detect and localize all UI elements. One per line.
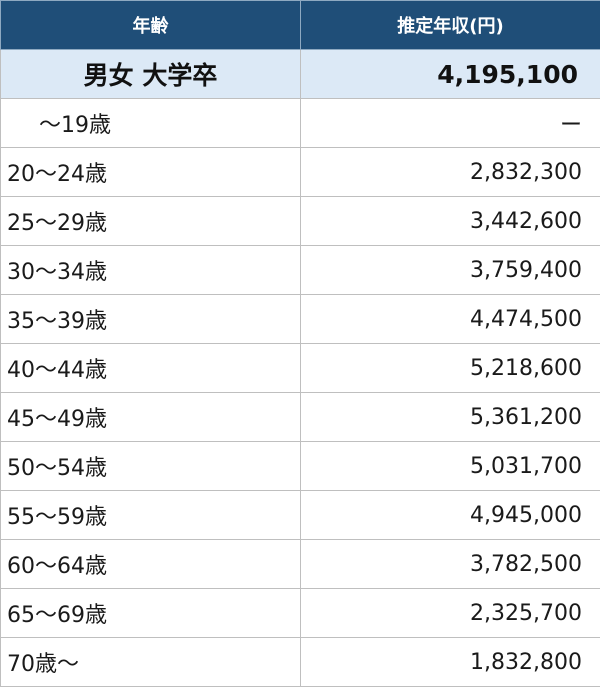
- age-cell: 25～29歳: [1, 197, 301, 246]
- table-row: 65～69歳 2,325,700: [1, 589, 600, 638]
- table-row: 25～29歳 3,442,600: [1, 197, 600, 246]
- summary-label: 男女 大学卒: [1, 50, 301, 99]
- table-row: 50～54歳 5,031,700: [1, 442, 600, 491]
- table-row: 45～49歳 5,361,200: [1, 393, 600, 442]
- age-cell: 20～24歳: [1, 148, 301, 197]
- table-row: 35～39歳 4,474,500: [1, 295, 600, 344]
- summary-row: 男女 大学卒 4,195,100: [1, 50, 600, 99]
- age-cell: ～19歳: [1, 99, 301, 148]
- table-row: 30～34歳 3,759,400: [1, 246, 600, 295]
- summary-value: 4,195,100: [301, 50, 600, 99]
- income-cell: 4,474,500: [301, 295, 600, 344]
- age-cell: 60～64歳: [1, 540, 301, 589]
- income-cell: 4,945,000: [301, 491, 600, 540]
- table-row: 55～59歳 4,945,000: [1, 491, 600, 540]
- income-cell: 3,759,400: [301, 246, 600, 295]
- age-cell: 30～34歳: [1, 246, 301, 295]
- income-cell: ー: [301, 99, 600, 148]
- age-cell: 70歳～: [1, 638, 301, 687]
- income-cell: 2,325,700: [301, 589, 600, 638]
- income-cell: 3,442,600: [301, 197, 600, 246]
- age-cell: 35～39歳: [1, 295, 301, 344]
- age-column-header: 年齢: [1, 1, 301, 50]
- income-column-header: 推定年収(円): [301, 1, 600, 50]
- header-row: 年齢 推定年収(円): [1, 1, 600, 50]
- income-cell: 1,832,800: [301, 638, 600, 687]
- income-cell: 3,782,500: [301, 540, 600, 589]
- income-cell: 5,361,200: [301, 393, 600, 442]
- table-row: 70歳～ 1,832,800: [1, 638, 600, 687]
- table-row: 40～44歳 5,218,600: [1, 344, 600, 393]
- table-row: 20～24歳 2,832,300: [1, 148, 600, 197]
- income-cell: 5,218,600: [301, 344, 600, 393]
- age-cell: 50～54歳: [1, 442, 301, 491]
- age-cell: 40～44歳: [1, 344, 301, 393]
- age-cell: 45～49歳: [1, 393, 301, 442]
- table-row: 60～64歳 3,782,500: [1, 540, 600, 589]
- income-cell: 2,832,300: [301, 148, 600, 197]
- age-cell: 65～69歳: [1, 589, 301, 638]
- age-cell: 55～59歳: [1, 491, 301, 540]
- income-cell: 5,031,700: [301, 442, 600, 491]
- table-row: ～19歳 ー: [1, 99, 600, 148]
